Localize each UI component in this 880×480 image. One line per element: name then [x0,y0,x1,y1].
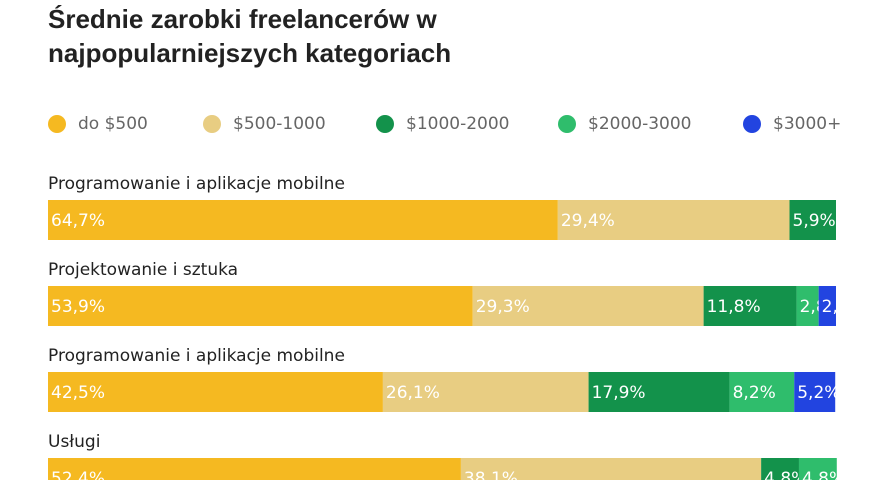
legend-label: $500-1000 [233,114,326,134]
value-label: 38,1% [464,469,518,480]
value-label: 5,9% [793,211,836,231]
bar-segment [382,372,589,412]
bar-segment [794,372,836,412]
legend-marker [203,115,221,133]
bar-segment [48,458,461,480]
category-label: Projektowanie i sztuka [48,260,238,280]
category-label: Programowanie i aplikacje mobilne [48,174,345,194]
value-label: 53,9% [51,297,105,317]
bar-segment [557,200,790,240]
value-label: 11,8% [707,297,761,317]
chart-title: Średnie zarobki freelancerów w najpopula… [48,4,452,68]
value-label: 4,8% [764,469,807,480]
value-label: 5,2% [797,383,840,403]
legend-marker [376,115,394,133]
bar-segment [796,286,819,326]
legend-marker [48,115,66,133]
value-label: 8,2% [733,383,776,403]
value-label: 26,1% [386,383,440,403]
bar-segment [48,286,473,326]
bar-segment [472,286,704,326]
bar-segment [789,200,836,240]
bar-segment [703,286,797,326]
bar-segment [48,372,383,412]
legend-label: $1000-2000 [406,114,509,134]
value-label: 64,7% [51,211,105,231]
bar-segment [729,372,795,412]
value-label: 29,4% [561,211,615,231]
bar-segment [798,458,837,480]
bar-segment [460,458,762,480]
value-label: 29,3% [476,297,530,317]
category-label: Programowanie i aplikacje mobilne [48,346,345,366]
legend-label: do $500 [78,114,148,134]
bar-segment [48,200,558,240]
category-label: Usługi [48,432,100,452]
bar-segment [818,286,836,326]
value-label: 17,9% [592,383,646,403]
value-label: 52,4% [51,469,105,480]
legend-marker [743,115,761,133]
bar-segment [761,458,799,480]
legend-marker [558,115,576,133]
value-label: 2,2% [822,297,865,317]
bar-segment [588,372,730,412]
value-label: 4,8% [802,469,845,480]
legend-label: $3000+ [773,114,841,134]
value-label: 42,5% [51,383,105,403]
legend-label: $2000-3000 [588,114,691,134]
